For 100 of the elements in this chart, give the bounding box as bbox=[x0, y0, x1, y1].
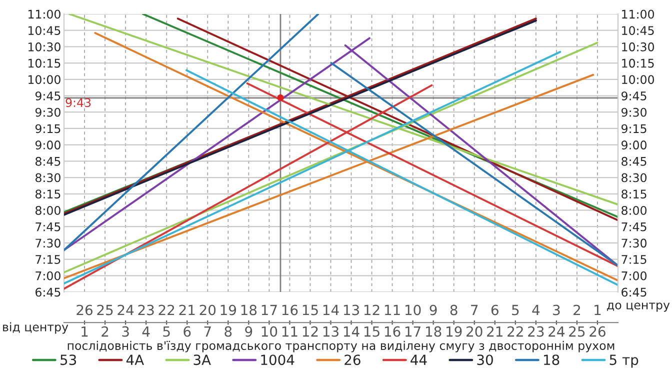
x2-tick-label: 17 bbox=[262, 304, 277, 316]
y-tick-label: 10:00 bbox=[28, 75, 60, 84]
y2-tick-label: 9:45 bbox=[622, 91, 646, 100]
y2-tick-label: 10:00 bbox=[622, 75, 654, 84]
x2-tick-label: 4 bbox=[532, 304, 540, 316]
x2-tick-label: 12 bbox=[364, 304, 380, 316]
x2-tick-label: 6 bbox=[491, 304, 498, 316]
x-tick-label: 2 bbox=[102, 326, 108, 337]
x2-tick-label: 23 bbox=[138, 304, 154, 316]
x-tick-label: 24 bbox=[548, 326, 564, 337]
y2-tick-label: 10:45 bbox=[622, 26, 654, 36]
legend-label: 18 bbox=[544, 354, 560, 366]
x-axis-title: послідовність в'їзду громадського транспорту на виділену смугу з двостороннім рухом bbox=[68, 340, 614, 352]
legend-label: 4А bbox=[126, 354, 144, 365]
annotation: 9:43 bbox=[66, 98, 91, 108]
legend-label: 5 тр bbox=[610, 354, 638, 368]
legend-label: 26 bbox=[344, 354, 360, 366]
y2-tick-label: 8:00 bbox=[622, 206, 647, 215]
x-tick-label: 15 bbox=[364, 326, 380, 337]
y2-tick-label: 7:45 bbox=[622, 222, 646, 232]
x-tick-label: 20 bbox=[466, 326, 482, 337]
x-tick-label: 13 bbox=[323, 326, 338, 337]
x-tick-label: 17 bbox=[406, 326, 420, 337]
y2-tick-label: 7:15 bbox=[622, 255, 646, 264]
legend-label: 53 bbox=[60, 354, 76, 366]
x-tick-label: 1 bbox=[82, 326, 88, 337]
text: до центру bbox=[607, 302, 670, 312]
x2-tick-label: 20 bbox=[200, 304, 216, 316]
legend-label: 1004 bbox=[261, 354, 294, 366]
y-tick-label: 9:00 bbox=[35, 140, 60, 150]
y-tick-label: 11:00 bbox=[28, 10, 60, 19]
x2-tick-label: 18 bbox=[241, 304, 257, 316]
y2-tick-label: 9:00 bbox=[622, 140, 647, 150]
x-tick-label: 10 bbox=[262, 326, 278, 337]
y2-tick-label: 7:00 bbox=[622, 271, 647, 280]
x2-tick-label: 14 bbox=[323, 304, 339, 316]
y-tick-label: 8:30 bbox=[36, 173, 60, 182]
x-tick-label: 9 bbox=[245, 326, 252, 337]
y-tick-label: 10:15 bbox=[28, 58, 60, 68]
y2-tick-label: 8:45 bbox=[622, 156, 646, 166]
x2-tick-label: 15 bbox=[302, 304, 318, 316]
y2-tick-label: 7:30 bbox=[622, 238, 647, 248]
y-tick-label: 9:30 bbox=[35, 108, 60, 117]
x2-tick-label: 25 bbox=[97, 304, 113, 316]
x2-tick-label: 21 bbox=[179, 304, 195, 316]
x-tick-label: 23 bbox=[528, 326, 544, 337]
y-tick-label: 10:45 bbox=[28, 26, 60, 36]
x2-tick-label: 19 bbox=[220, 304, 236, 316]
x-tick-label: 22 bbox=[508, 326, 523, 337]
x2-tick-label: 2 bbox=[574, 304, 580, 316]
x-tick-label: 25 bbox=[569, 326, 585, 337]
x-tick-label: 4 bbox=[142, 326, 150, 337]
x-tick-label: 14 bbox=[344, 326, 360, 337]
x2-tick-label: 5 bbox=[512, 304, 519, 316]
x-tick-label: 26 bbox=[590, 326, 606, 337]
x-tick-label: 19 bbox=[446, 326, 462, 337]
y-tick-label: 9:45 bbox=[35, 91, 60, 100]
y-tick-label: 8:00 bbox=[36, 206, 60, 215]
x2-tick-label: 9 bbox=[430, 304, 437, 316]
y-tick-label: 7:15 bbox=[36, 255, 60, 264]
x2-tick-label: 22 bbox=[158, 304, 174, 316]
text: від центру bbox=[3, 322, 68, 334]
y2-tick-label: 11:00 bbox=[622, 10, 654, 19]
x-tick-label: 6 bbox=[184, 326, 191, 337]
y-tick-label: 10:30 bbox=[28, 42, 60, 52]
y-tick-label: 6:45 bbox=[36, 288, 60, 297]
x2-tick-label: 3 bbox=[553, 304, 560, 316]
y2-tick-label: 6:45 bbox=[622, 288, 646, 297]
y2-tick-label: 9:15 bbox=[622, 124, 646, 134]
x2-tick-label: 11 bbox=[384, 304, 400, 316]
x-tick-label: 18 bbox=[426, 326, 442, 337]
y2-tick-label: 10:30 bbox=[622, 42, 654, 52]
y2-tick-label: 9:30 bbox=[622, 108, 647, 117]
x-tick-label: 8 bbox=[224, 326, 232, 337]
legend-label: 3А bbox=[194, 354, 211, 366]
y2-tick-label: 8:15 bbox=[622, 190, 646, 199]
x-tick-label: 7 bbox=[204, 326, 211, 337]
x-tick-label: 12 bbox=[302, 326, 318, 337]
y-tick-label: 7:30 bbox=[36, 238, 60, 248]
y-tick-label: 9:15 bbox=[35, 124, 60, 134]
y-tick-label: 7:45 bbox=[36, 222, 60, 232]
x2-tick-label: 1 bbox=[594, 304, 601, 316]
legend-label: 30 bbox=[477, 354, 493, 366]
y-tick-label: 8:15 bbox=[36, 190, 60, 199]
x2-tick-label: 24 bbox=[118, 304, 134, 316]
x-tick-label: 21 bbox=[487, 326, 502, 337]
x-tick-label: 16 bbox=[384, 326, 400, 337]
y2-tick-label: 10:15 bbox=[622, 58, 654, 68]
x2-tick-label: 8 bbox=[450, 304, 458, 316]
x2-tick-label: 16 bbox=[282, 304, 298, 316]
x-tick-label: 3 bbox=[122, 326, 129, 337]
y-tick-label: 8:45 bbox=[36, 156, 60, 166]
x2-tick-label: 26 bbox=[76, 304, 92, 316]
x-tick-label: 11 bbox=[282, 326, 298, 337]
y-tick-label: 7:00 bbox=[36, 271, 60, 280]
x2-tick-label: 13 bbox=[344, 304, 359, 316]
x2-tick-label: 10 bbox=[406, 304, 421, 316]
x2-tick-label: 7 bbox=[471, 304, 478, 316]
y2-tick-label: 8:30 bbox=[622, 173, 647, 182]
x-tick-label: 5 bbox=[163, 326, 170, 337]
